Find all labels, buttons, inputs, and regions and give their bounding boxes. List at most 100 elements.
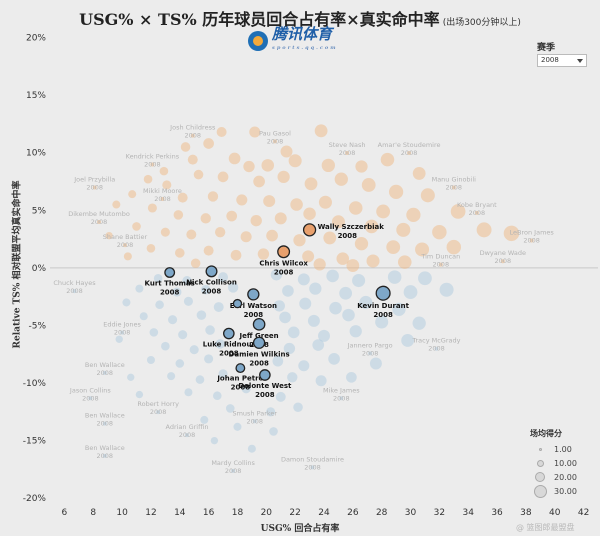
season-select[interactable]: 2008 [537, 54, 587, 67]
faded-point-season: 2008 [179, 431, 196, 439]
legend-item-label: 30.00 [554, 486, 577, 496]
faded-point-label: Kendrick Perkins [126, 152, 180, 160]
data-point [302, 250, 315, 263]
data-point [230, 249, 242, 261]
highlighted-point-season: 2008 [160, 288, 180, 296]
faded-point-label: Jason Collins [69, 386, 112, 394]
data-point [354, 237, 369, 251]
data-point [189, 345, 199, 355]
data-point [415, 242, 430, 257]
x-tick-label: 42 [578, 508, 589, 518]
data-point [280, 145, 293, 158]
data-point [388, 184, 404, 199]
data-point [328, 353, 340, 365]
faded-point-season: 2008 [469, 209, 486, 217]
data-point [287, 326, 300, 339]
y-tick-label: -15% [23, 437, 47, 447]
data-point [503, 225, 520, 242]
data-point [266, 229, 278, 242]
faded-point-season: 2008 [267, 137, 284, 145]
data-point [162, 180, 172, 190]
faded-point-season: 2008 [247, 417, 264, 425]
data-point [364, 219, 379, 234]
data-point [420, 188, 435, 203]
data-point [193, 169, 204, 180]
data-point [250, 214, 262, 227]
data-point [72, 289, 77, 294]
y-tick-label: 20% [26, 34, 46, 44]
faded-point-label: Mike James [323, 386, 360, 394]
faded-point-season: 2008 [304, 463, 321, 471]
faded-point-label: Robert Horry [137, 400, 179, 408]
legend-size-marker [536, 459, 544, 467]
data-point [321, 158, 335, 173]
y-tick-label: -20% [23, 494, 47, 504]
highlighted-point [223, 327, 235, 340]
highlighted-point-label: Kurt Thomas [145, 279, 195, 287]
data-point [282, 285, 294, 297]
faded-point-season: 2008 [91, 218, 108, 226]
data-point [266, 407, 276, 417]
faded-point-season: 2008 [97, 420, 114, 428]
data-point [216, 126, 227, 137]
data-point [213, 302, 224, 313]
highlighted-point-label: Jeff Green [239, 332, 279, 340]
highlighted-point-season: 2008 [255, 391, 275, 399]
x-tick-label: 28 [376, 508, 388, 518]
x-tick-label: 6 [62, 508, 68, 518]
data-point [366, 254, 380, 268]
faded-point-season: 2008 [86, 183, 103, 191]
data-point [331, 215, 345, 229]
data-point [303, 207, 316, 221]
data-point [249, 126, 261, 138]
data-point [214, 227, 226, 238]
y-tick-label: 15% [26, 91, 46, 101]
data-point [283, 342, 296, 355]
data-point [293, 234, 306, 247]
data-point [227, 282, 239, 293]
data-point [115, 335, 123, 343]
data-point [474, 210, 479, 215]
logo-text-main: 腾讯体育 [272, 25, 333, 43]
data-point [412, 167, 426, 180]
data-point [178, 330, 188, 340]
highlighted-point [375, 285, 391, 301]
faded-point-label: Damon Stoudamire [281, 455, 344, 463]
data-point [183, 296, 193, 306]
highlighted-point-season: 2008 [219, 350, 239, 358]
faded-point-season: 2008 [82, 394, 99, 402]
data-point [241, 384, 251, 394]
faded-point-label: Shane Battier [103, 233, 148, 241]
data-point [323, 231, 337, 245]
data-point [175, 248, 185, 258]
data-point [215, 339, 225, 349]
legend-item-label: 20.00 [554, 472, 577, 482]
legend-item: 20.00 [530, 470, 598, 484]
watermark: @ 篮图郎最盟盘 [516, 523, 575, 532]
data-point [396, 222, 411, 237]
data-point [439, 282, 454, 297]
data-point [277, 170, 290, 184]
highlighted-point-label: Damien Wilkins [229, 350, 290, 358]
data-point [123, 252, 132, 261]
x-tick-label: 22 [289, 508, 300, 518]
data-point [287, 372, 298, 383]
data-point [122, 298, 131, 307]
data-point [270, 269, 283, 281]
data-point [200, 415, 209, 424]
data-point [155, 300, 164, 310]
data-point [387, 270, 402, 284]
faded-point-season: 2008 [428, 345, 445, 353]
highlighted-point-season: 2008 [244, 311, 264, 319]
data-point [180, 142, 191, 152]
data-point [187, 154, 198, 165]
chart-title-main: USG% × TS% 历年球员回合占有率×真实命中率 [79, 10, 440, 29]
highlighted-point-label: Luke Ridnour [203, 341, 256, 349]
data-point [102, 421, 107, 426]
data-point [212, 391, 222, 401]
faded-point-label: Chuck Hayes [53, 279, 96, 287]
faded-point-label: Tracy McGrady [411, 337, 460, 345]
data-point [434, 346, 439, 351]
